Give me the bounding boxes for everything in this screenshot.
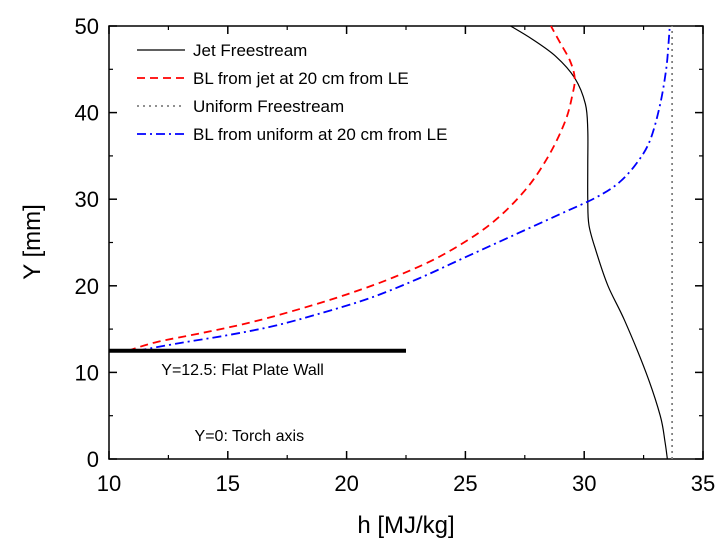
legend-label-3: BL from uniform at 20 cm from LE bbox=[193, 125, 447, 144]
annotation-1: Y=0: Torch axis bbox=[195, 428, 305, 445]
y-tick-label: 0 bbox=[87, 447, 99, 472]
legend-label-1: BL from jet at 20 cm from LE bbox=[193, 69, 409, 88]
y-tick-label: 50 bbox=[75, 14, 99, 39]
x-tick-label: 35 bbox=[691, 471, 715, 496]
series-line-0 bbox=[510, 25, 668, 460]
x-axis-label: h [MJ/kg] bbox=[357, 512, 454, 539]
legend: Jet Freestream BL from jet at 20 cm from … bbox=[137, 41, 447, 144]
x-tick-label: 25 bbox=[453, 471, 477, 496]
annotation-0: Y=12.5: Flat Plate Wall bbox=[161, 362, 324, 379]
x-tick-label: 15 bbox=[216, 471, 240, 496]
y-tick-label: 40 bbox=[75, 101, 99, 126]
y-tick-label: 20 bbox=[75, 274, 99, 299]
y-tick-label: 30 bbox=[75, 187, 99, 212]
y-axis-label: Y [mm] bbox=[19, 204, 46, 280]
plot-frame bbox=[108, 25, 704, 460]
annotation-layer: Y=12.5: Flat Plate Wall Y=0: Torch axis bbox=[161, 362, 324, 445]
x-tick-label: 10 bbox=[97, 471, 121, 496]
series-layer bbox=[127, 25, 674, 460]
x-tick-label: 20 bbox=[334, 471, 358, 496]
legend-label-0: Jet Freestream bbox=[193, 41, 307, 60]
y-tick-label: 10 bbox=[75, 360, 99, 385]
series-line-1 bbox=[127, 25, 576, 352]
series-line-3 bbox=[137, 25, 671, 352]
legend-label-2: Uniform Freestream bbox=[193, 97, 344, 116]
x-tick-label: 30 bbox=[572, 471, 596, 496]
